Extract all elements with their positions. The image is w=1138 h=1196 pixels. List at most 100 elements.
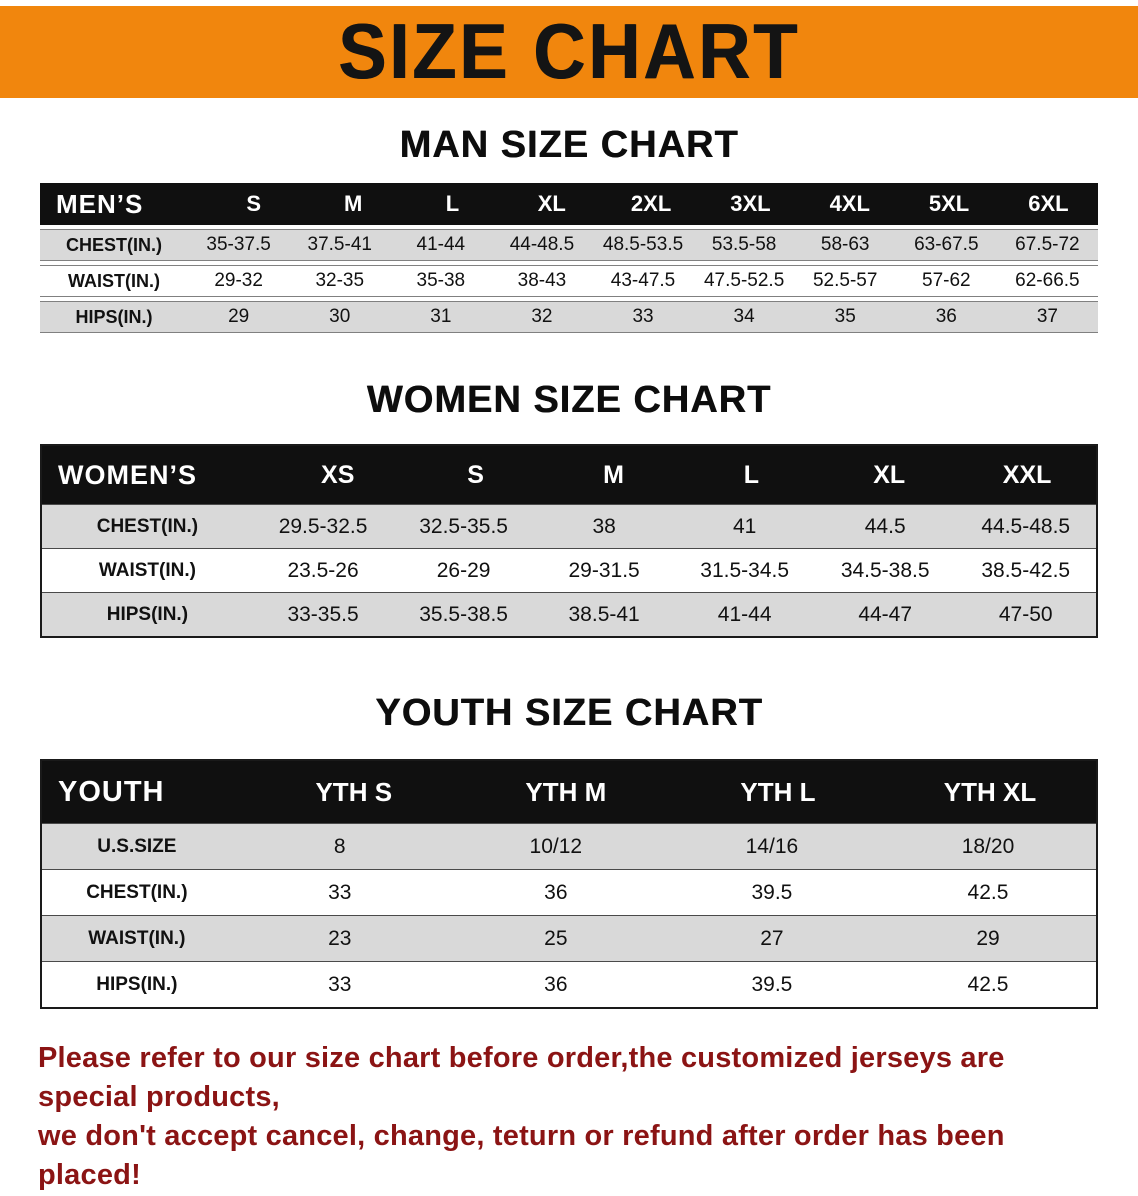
size-header-cell: XL xyxy=(873,460,906,489)
value-cell: 33 xyxy=(632,306,654,327)
value-cell: 48.5-53.5 xyxy=(602,234,684,255)
size-header-cell: 4XL xyxy=(829,191,870,216)
size-header-cell: YTH XL xyxy=(943,776,1037,807)
value-cell: 39.5 xyxy=(751,972,793,996)
table-title-cell: YOUTH xyxy=(58,775,165,808)
value-cell: 44.5-48.5 xyxy=(981,514,1071,538)
value-cell: 14/16 xyxy=(745,834,799,858)
value-cell: 31.5-34.5 xyxy=(700,558,790,582)
table-row: WAIST(IN.) 23.5-26 26-29 29-31.5 31.5-34.5 34… xyxy=(42,548,1096,592)
value-cell: 23.5-26 xyxy=(287,558,359,582)
size-header-cell: 6XL xyxy=(1028,191,1069,216)
table-row: HIPS(IN.) 33 36 39.5 42.5 xyxy=(42,961,1096,1007)
value-cell: 32 xyxy=(531,306,553,327)
value-cell: 44.5 xyxy=(864,514,906,538)
value-cell: 33 xyxy=(328,972,352,996)
table-row: HIPS(IN.) 29 30 31 32 33 34 35 36 37 xyxy=(40,301,1098,333)
value-cell: 38 xyxy=(592,514,616,538)
value-cell: 42.5 xyxy=(967,880,1009,904)
value-cell: 32.5-35.5 xyxy=(419,514,508,538)
value-cell: 38-43 xyxy=(517,270,567,291)
value-cell: 36 xyxy=(935,306,957,327)
value-cell: 42.5 xyxy=(967,972,1009,996)
value-cell: 63-67.5 xyxy=(914,234,979,255)
size-header-cell: XS xyxy=(321,460,355,489)
value-cell: 41-44 xyxy=(717,602,772,626)
table-row: CHEST(IN.) 33 36 39.5 42.5 xyxy=(42,869,1096,915)
table-title-cell: WOMEN’S xyxy=(58,459,197,490)
value-cell: 29 xyxy=(976,926,1000,950)
man-size-table: MEN’S S M L XL 2XL 3XL 4XL 5XL 6XL CHEST(IN.) 35-37… xyxy=(40,183,1098,333)
table-row: U.S.SIZE 8 10/12 14/16 18/20 xyxy=(42,823,1096,869)
row-label: WAIST(IN.) xyxy=(98,559,196,581)
value-cell: 39.5 xyxy=(751,880,793,904)
value-cell: 38.5-41 xyxy=(568,602,640,626)
table-row: CHEST(IN.) 29.5-32.5 32.5-35.5 38 41 44.5 44.5… xyxy=(42,504,1096,548)
size-header-cell: 3XL xyxy=(730,191,771,216)
size-header-cell: XL xyxy=(537,191,566,216)
value-cell: 25 xyxy=(544,926,568,950)
table-row: CHEST(IN.) 35-37.5 37.5-41 41-44 44-48.5 48.5… xyxy=(40,229,1098,261)
table-title-cell: MEN’S xyxy=(56,188,144,219)
value-cell: 18/20 xyxy=(961,834,1015,858)
size-header-cell: 2XL xyxy=(630,191,672,216)
table-header-row: YOUTH YTH S YTH M YTH L YTH XL xyxy=(42,761,1096,823)
value-cell: 37.5-41 xyxy=(307,234,372,255)
size-header-cell: YTH M xyxy=(525,776,607,807)
size-header-cell: 5XL xyxy=(928,191,970,216)
value-cell: 57-62 xyxy=(922,270,971,291)
value-cell: 37 xyxy=(1036,306,1058,327)
banner-title: SIZE CHART xyxy=(338,8,800,96)
value-cell: 67.5-72 xyxy=(1015,234,1080,255)
size-header-cell: M xyxy=(603,460,624,489)
value-cell: 44-48.5 xyxy=(509,234,575,255)
women-size-table: WOMEN’S XS S M L XL XXL CHEST(IN.) 29.5-32.5 32.5… xyxy=(40,444,1098,638)
value-cell: 8 xyxy=(333,834,346,858)
row-label: WAIST(IN.) xyxy=(88,927,186,949)
value-cell: 33-35.5 xyxy=(287,602,359,626)
youth-section-title: YOUTH SIZE CHART xyxy=(375,692,763,734)
size-header-cell: L xyxy=(445,191,460,216)
value-cell: 35 xyxy=(834,306,856,327)
size-chart-banner: SIZE CHART xyxy=(0,6,1138,98)
row-label: HIPS(IN.) xyxy=(96,973,178,995)
row-label: CHEST(IN.) xyxy=(86,881,188,903)
value-cell: 41 xyxy=(732,514,757,538)
value-cell: 44-47 xyxy=(858,602,913,626)
row-label: CHEST(IN.) xyxy=(66,234,163,255)
value-cell: 36 xyxy=(544,880,568,904)
value-cell: 41-44 xyxy=(416,234,466,255)
value-cell: 38.5-42.5 xyxy=(981,558,1071,582)
value-cell: 10/12 xyxy=(529,834,583,858)
size-header-cell: XXL xyxy=(1002,460,1052,489)
value-cell: 35-37.5 xyxy=(206,234,271,255)
size-header-cell: M xyxy=(343,191,363,216)
value-cell: 30 xyxy=(329,306,351,327)
order-notice-line-2: we don't accept cancel, change, teturn o… xyxy=(38,1120,1005,1192)
value-cell: 62-66.5 xyxy=(1015,270,1080,291)
size-header-cell: L xyxy=(743,460,759,489)
table-header-row: WOMEN’S XS S M L XL XXL xyxy=(42,446,1096,504)
value-cell: 47-50 xyxy=(998,602,1053,626)
value-cell: 29-32 xyxy=(214,270,263,291)
table-header-row: MEN’S S M L XL 2XL 3XL 4XL 5XL 6XL xyxy=(40,183,1098,225)
value-cell: 23 xyxy=(328,926,352,950)
value-cell: 52.5-57 xyxy=(812,270,878,291)
table-row: HIPS(IN.) 33-35.5 35.5-38.5 38.5-41 41-44 44-… xyxy=(42,592,1096,636)
value-cell: 31 xyxy=(430,306,452,327)
table-row: WAIST(IN.) 23 25 27 29 xyxy=(42,915,1096,961)
value-cell: 29.5-32.5 xyxy=(278,514,368,538)
value-cell: 29 xyxy=(228,306,250,327)
value-cell: 32-35 xyxy=(315,270,365,291)
value-cell: 58-63 xyxy=(820,234,870,255)
women-section-title: WOMEN SIZE CHART xyxy=(366,379,772,421)
order-notice-line-1: Please refer to our size chart before or… xyxy=(38,1042,1005,1114)
row-label: CHEST(IN.) xyxy=(96,515,199,537)
size-header-cell: S xyxy=(246,191,262,216)
size-header-cell: YTH S xyxy=(315,776,393,807)
row-label: WAIST(IN.) xyxy=(68,270,161,291)
value-cell: 34.5-38.5 xyxy=(840,558,930,582)
value-cell: 43-47.5 xyxy=(610,270,676,291)
table-row: WAIST(IN.) 29-32 32-35 35-38 38-43 43-47.5 47.… xyxy=(40,265,1098,297)
value-cell: 35-38 xyxy=(416,270,466,291)
